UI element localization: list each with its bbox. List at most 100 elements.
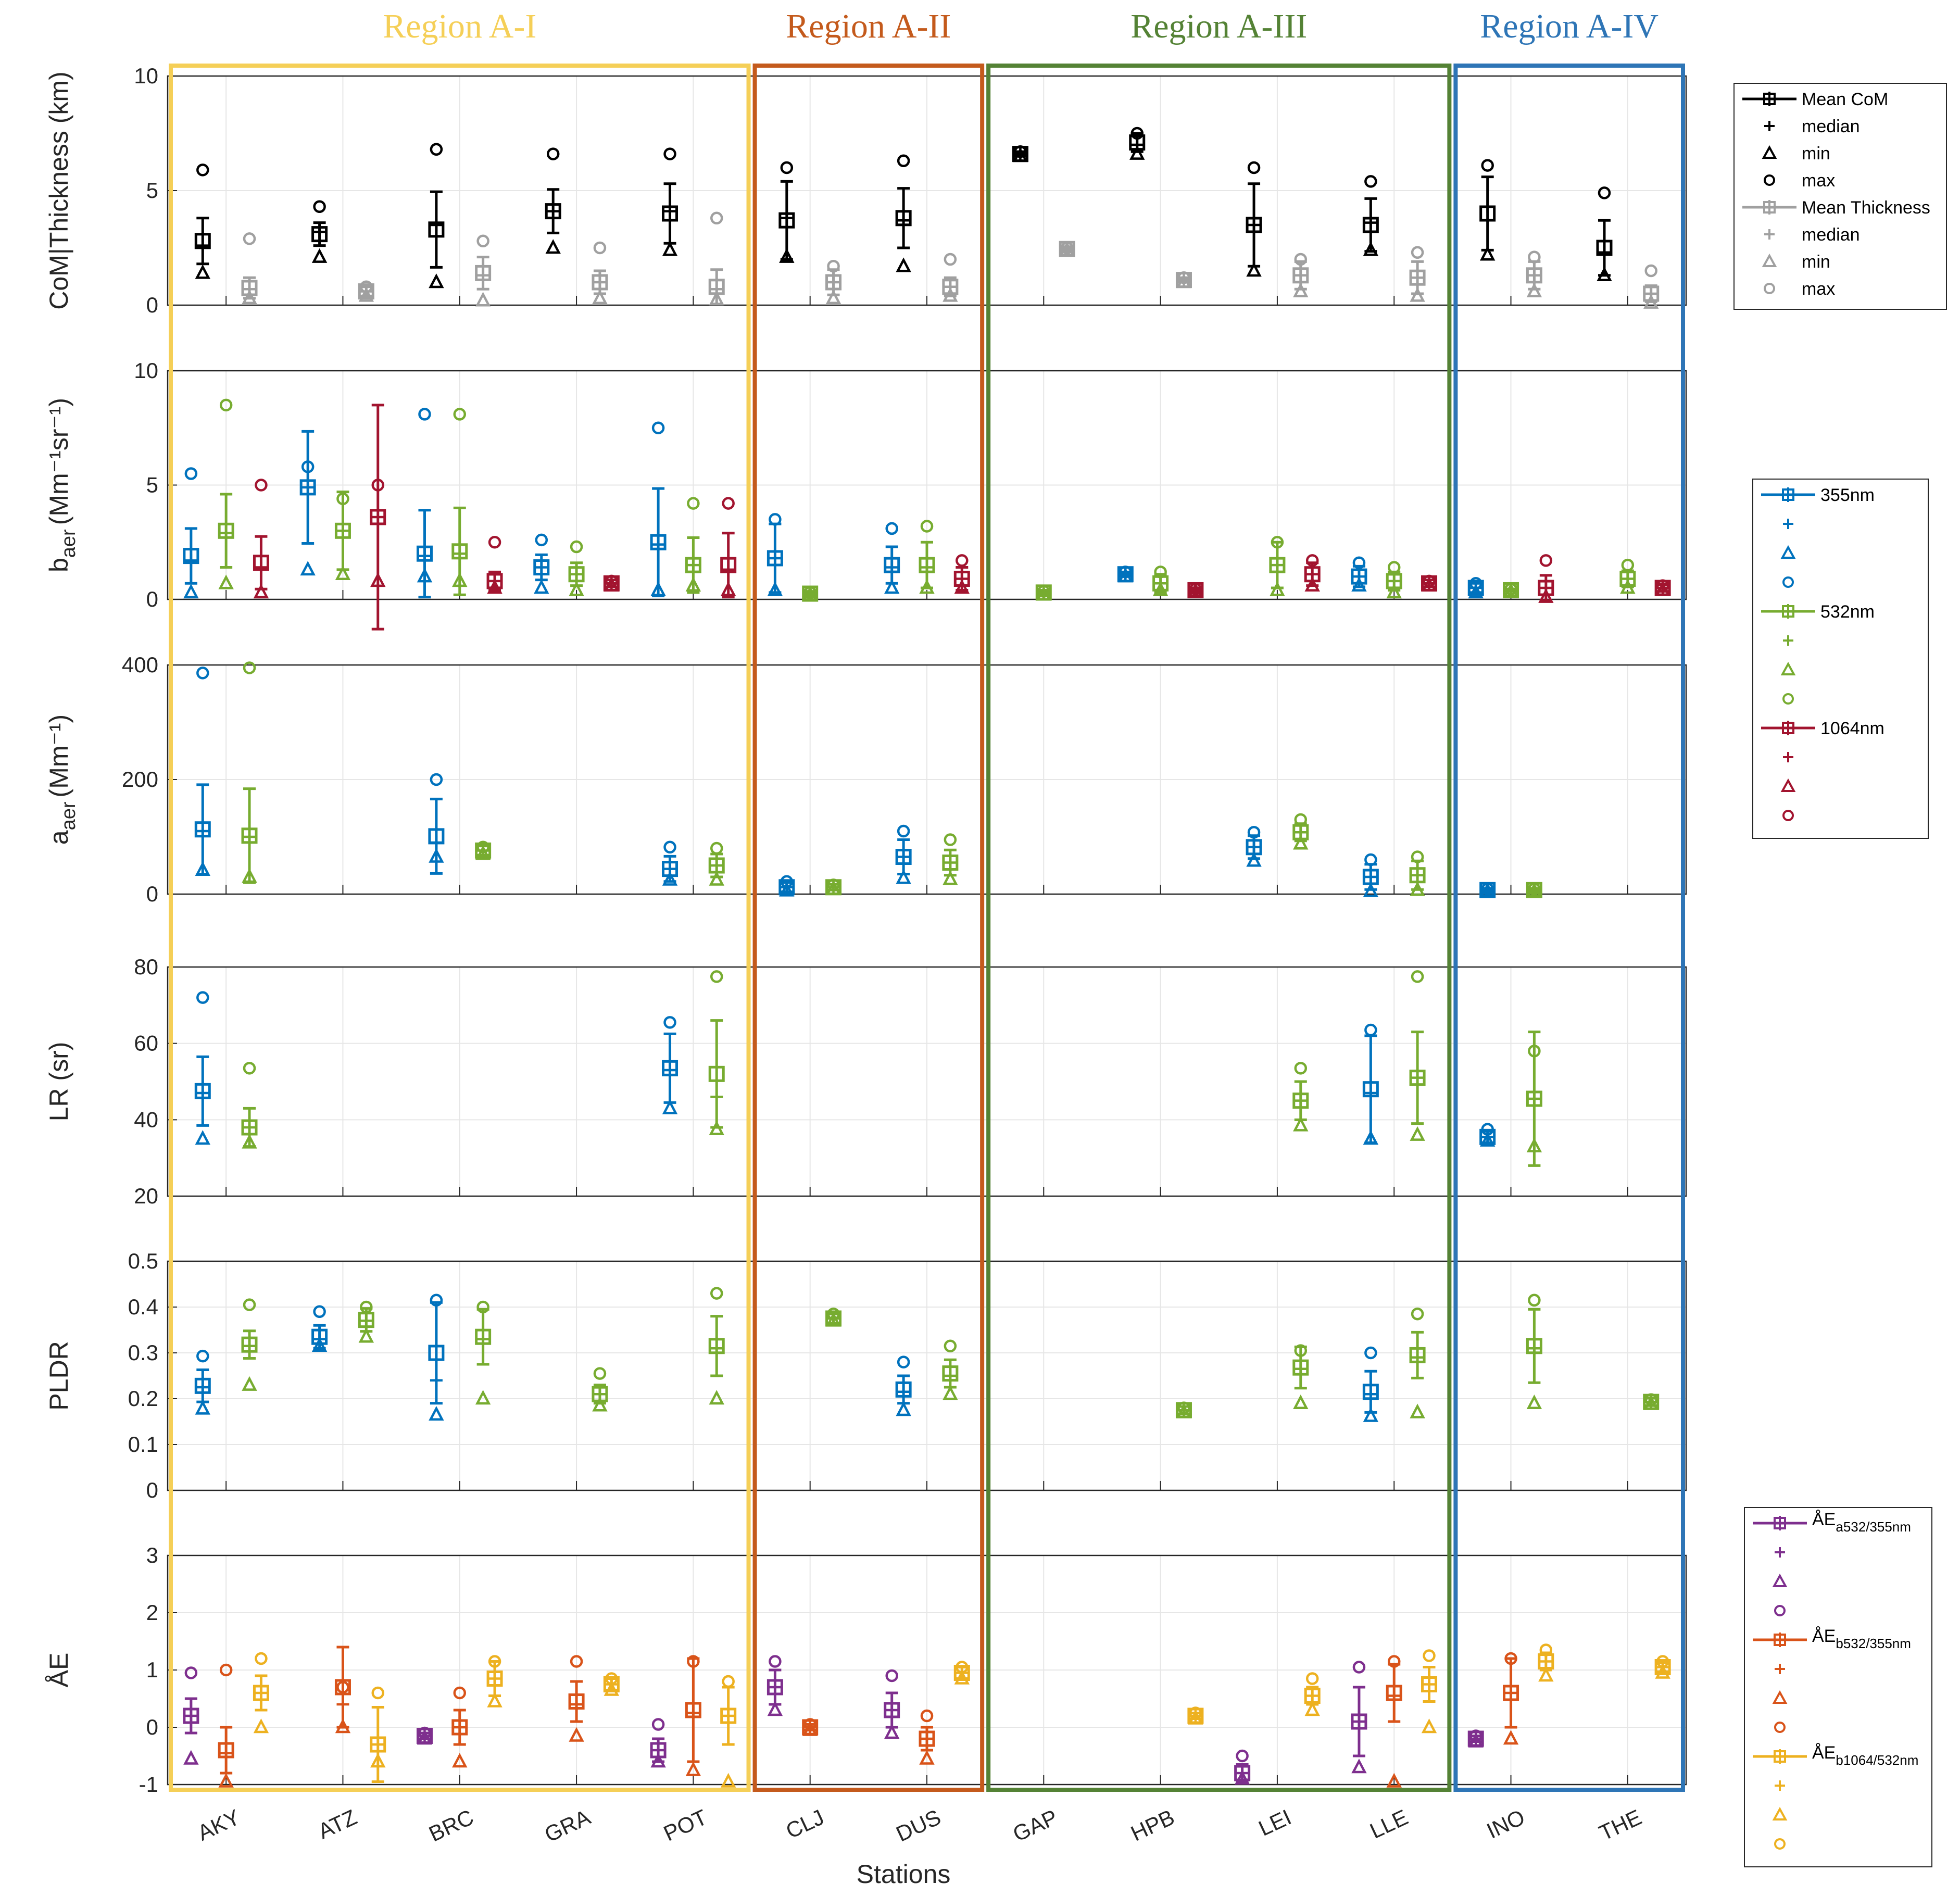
point-ae-1-lle-min-marker	[1386, 1773, 1402, 1788]
y-tick-label: -1	[139, 1772, 158, 1797]
point-ae-2-lle-median-marker	[1423, 1678, 1436, 1691]
point-aaer-0-aky-max-marker	[196, 667, 209, 680]
point-ae-1-pot-max-marker	[687, 1655, 700, 1668]
point-lr-0-pot	[662, 1016, 679, 1114]
legend-item: 1064nm	[1761, 719, 1884, 738]
point-lr-0-lle-min-marker	[1363, 1130, 1379, 1145]
point-thickness-0-dus	[895, 154, 912, 272]
point-baer-1-ino	[1503, 582, 1519, 598]
legend-triangle	[1780, 545, 1796, 559]
point-baer-2-dus-median-marker	[956, 572, 969, 585]
y-tick-label: 400	[122, 652, 158, 677]
point-baer-1-gra-mean-marker	[568, 566, 585, 583]
point-thickness-0-lle-max-marker	[1364, 175, 1377, 188]
region-3: Region A-III	[986, 7, 1452, 1792]
point-pldr-0-atz	[311, 1305, 328, 1352]
point-thickness-1-gra-max-marker	[593, 241, 607, 255]
y-tick-label: 10	[134, 64, 158, 88]
point-baer-1-hpb-mean-marker	[1152, 575, 1169, 592]
point-thickness-0-lei-min-marker	[1246, 262, 1262, 277]
point-thickness-0-brc-min-marker	[429, 273, 444, 288]
point-thickness-1-the-min-marker	[1643, 294, 1659, 309]
point-pldr-1-pot-mean-marker	[708, 1338, 725, 1354]
point-baer-1-hpb	[1152, 566, 1169, 596]
point-ae-2-lei-median-marker	[1306, 1689, 1319, 1702]
point-thickness-0-aky-mean-marker	[194, 233, 211, 249]
point-thickness-1-lle-mean-marker	[1409, 269, 1426, 286]
point-ae-0-clj	[767, 1655, 783, 1716]
axes-frame-pldr	[167, 1260, 1687, 1491]
y-tick-label: 0.4	[128, 1295, 158, 1319]
y-axis-label-pldr: PLDR	[44, 1341, 73, 1410]
point-ae-0-aky	[183, 1666, 199, 1765]
point-lr-0-pot-max-marker	[663, 1016, 676, 1029]
point-aaer-1-pot-mean-marker	[708, 857, 725, 874]
point-baer-1-the-max-marker	[1621, 558, 1635, 572]
point-baer-0-lle	[1351, 556, 1367, 592]
y-tick-label: 0	[146, 1478, 158, 1502]
point-thickness-1-pot-mean-marker	[708, 279, 725, 295]
point-thickness-0-clj	[778, 161, 795, 263]
point-ae-0-pot-mean-marker	[650, 1742, 667, 1759]
point-baer-2-aky-mean-marker	[253, 555, 269, 571]
point-aaer-0-dus-max-marker	[897, 824, 910, 838]
point-ae-1-aky-mean-marker	[218, 1742, 234, 1759]
point-baer-1-gap-median-marker	[1037, 586, 1050, 599]
point-ae-2-aky-mean-marker	[253, 1685, 269, 1701]
point-aaer-0-pot-median-marker	[663, 862, 676, 875]
point-ae-1-atz-mean-marker	[334, 1679, 351, 1696]
point-baer-2-ino-median-marker	[1539, 582, 1552, 595]
point-ae-2-the-median-marker	[1656, 1661, 1669, 1674]
point-ae-1-atz-median-marker	[336, 1698, 349, 1711]
point-baer-2-atz	[370, 404, 386, 631]
point-baer-1-atz-mean-marker	[334, 522, 351, 539]
legend-item: ÅEa532/355nm	[1753, 1510, 1911, 1535]
point-aaer-1-clj-median-marker	[827, 881, 840, 894]
point-thickness-0-gap-median-marker	[1014, 147, 1027, 160]
point-ae-1-ino-median-marker	[1504, 1687, 1517, 1699]
y-axis-label-ae: ÅE	[44, 1653, 73, 1688]
point-ae-1-clj-mean-marker	[802, 1719, 819, 1736]
point-lr-0-lle	[1362, 1023, 1379, 1145]
point-aaer-0-aky-mean-marker	[194, 821, 211, 838]
point-lr-1-pot	[708, 970, 725, 1135]
point-aaer-0-lei	[1246, 825, 1262, 867]
point-pldr-1-atz-min-marker	[358, 1328, 374, 1343]
panel-ae: -1 0 1 2 3 ÅE	[44, 1543, 1687, 1797]
point-ae-2-pot-median-marker	[722, 1710, 735, 1722]
point-pldr-0-atz-min-marker	[311, 1337, 328, 1352]
point-baer-2-atz-mean-marker	[370, 509, 386, 525]
point-baer-0-pot-mean-marker	[650, 534, 667, 550]
point-pldr-1-lei-mean-marker	[1292, 1359, 1309, 1376]
point-baer-1-pot-max-marker	[687, 497, 700, 510]
legend-label: max	[1802, 279, 1835, 299]
point-baer-2-lei-mean-marker	[1304, 566, 1321, 583]
point-aaer-0-pot-min-marker	[662, 871, 678, 886]
point-aaer-0-ino-median-marker	[1481, 884, 1494, 897]
point-baer-0-gra-min-marker	[534, 579, 549, 594]
point-ae-0-pot-median-marker	[652, 1744, 665, 1756]
point-thickness-0-pot-mean-marker	[662, 205, 679, 222]
point-baer-1-dus-mean-marker	[919, 557, 935, 573]
point-thickness-1-gra-min-marker	[592, 289, 608, 305]
point-ae-0-lle-max-marker	[1352, 1661, 1366, 1674]
point-pldr-1-gra-min-marker	[592, 1397, 608, 1412]
point-ae-2-lle	[1421, 1649, 1438, 1734]
point-baer-0-clj	[767, 513, 783, 596]
point-baer-1-lle-max-marker	[1387, 561, 1401, 574]
point-pldr-0-atz-max-marker	[313, 1305, 326, 1319]
point-lr-0-ino-min-marker	[1479, 1132, 1496, 1147]
y-tick-label: 3	[146, 1543, 158, 1567]
point-thickness-0-brc-max-marker	[430, 143, 443, 156]
point-pldr-0-aky-max-marker	[196, 1349, 209, 1363]
point-aaer-1-clj-mean-marker	[825, 879, 842, 896]
point-thickness-0-the-median-marker	[1598, 246, 1611, 259]
point-thickness-1-ino	[1526, 250, 1542, 297]
y-tick-label: 0.2	[128, 1386, 158, 1411]
point-ae-2-aky-median-marker	[255, 1687, 268, 1699]
point-lr-1-aky	[241, 1062, 258, 1149]
point-aaer-0-aky-min-marker	[195, 861, 211, 876]
point-baer-2-lle-mean-marker	[1421, 575, 1438, 592]
point-aaer-1-pot-max-marker	[710, 842, 723, 855]
